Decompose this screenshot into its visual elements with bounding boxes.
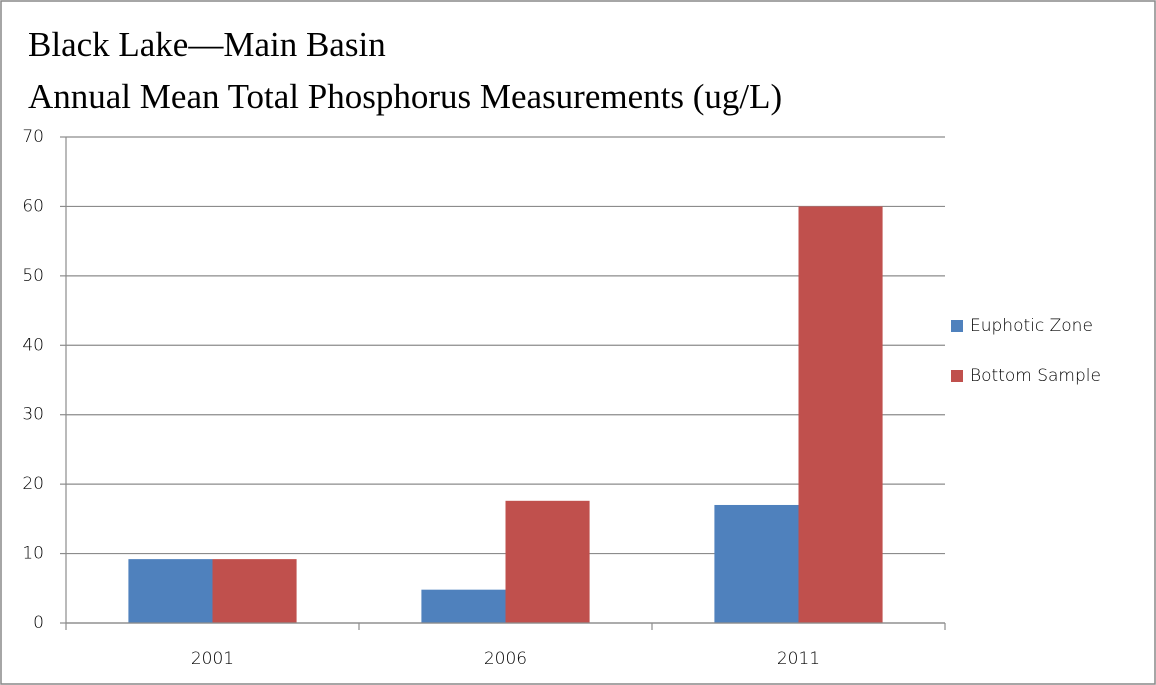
y-tick-label: 20 — [22, 474, 44, 494]
x-tick-label: 2011 — [777, 649, 820, 669]
y-tick-label: 50 — [22, 266, 44, 286]
legend-label: Euphotic Zone — [970, 316, 1093, 336]
x-tick-label: 2001 — [191, 649, 234, 669]
legend-swatch — [951, 320, 963, 332]
chart-title: Black Lake—Main Basin — [28, 25, 386, 64]
y-tick-label: 70 — [22, 127, 44, 147]
legend-label: Bottom Sample — [970, 366, 1101, 386]
bar — [714, 504, 799, 623]
chart-subtitle: Annual Mean Total Phosphorus Measurement… — [28, 77, 782, 116]
bar — [505, 500, 590, 623]
y-tick-label: 0 — [33, 613, 44, 633]
bar — [798, 206, 883, 623]
bar — [212, 559, 297, 623]
legend-swatch — [951, 370, 963, 382]
y-tick-label: 60 — [22, 196, 44, 216]
x-tick-label: 2006 — [484, 649, 527, 669]
y-tick-label: 30 — [22, 405, 44, 425]
bar — [421, 589, 506, 623]
bar — [128, 559, 213, 623]
y-tick-label: 40 — [22, 335, 44, 355]
y-tick-label: 10 — [22, 544, 44, 564]
